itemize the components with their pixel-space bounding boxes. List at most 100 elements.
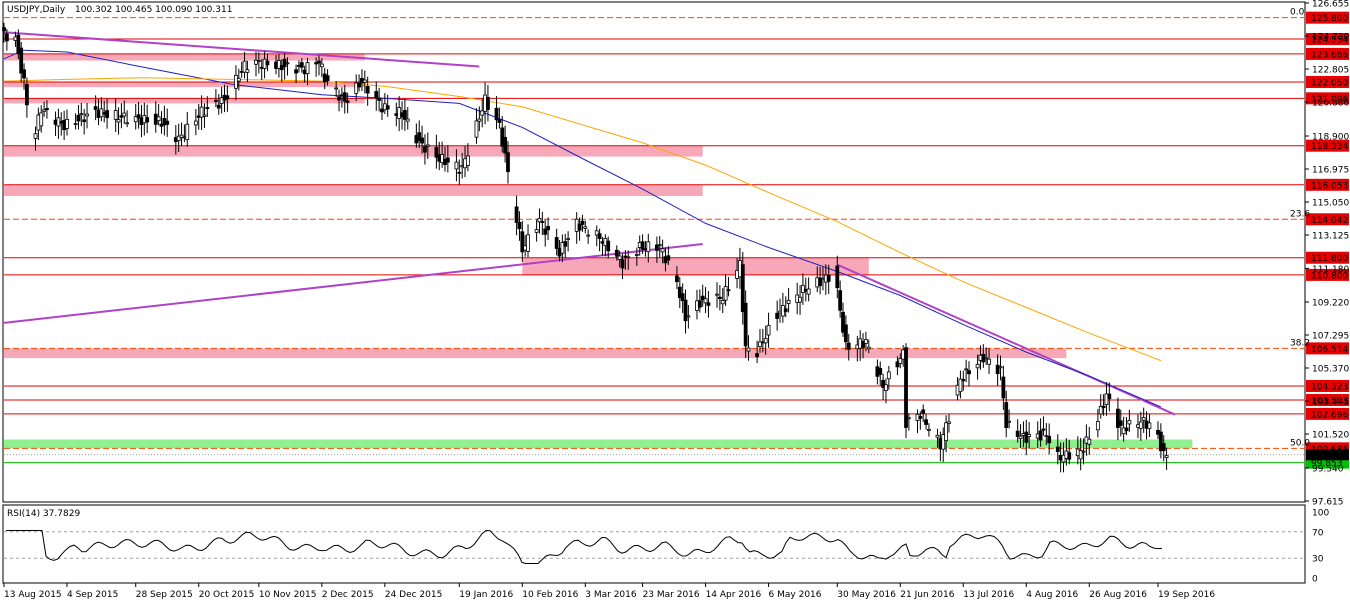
candle-body bbox=[1041, 428, 1046, 431]
candle-body bbox=[944, 422, 948, 441]
candle bbox=[299, 58, 304, 73]
main-price-panel[interactable] bbox=[2, 1, 1306, 503]
y-tick-label-14: 99.540 bbox=[1312, 464, 1344, 474]
candle bbox=[886, 366, 891, 390]
price-level-label-2: 123.686 bbox=[1311, 50, 1348, 60]
candle bbox=[1024, 419, 1029, 456]
candle bbox=[798, 285, 802, 315]
y-tick-label-11: 105.370 bbox=[1312, 365, 1349, 375]
price-level-tag-9 bbox=[1306, 268, 1349, 281]
candle bbox=[319, 58, 324, 78]
candle bbox=[1067, 439, 1072, 465]
moving-average-1 bbox=[3, 77, 1162, 362]
rsi-line bbox=[6, 529, 1163, 564]
candle-body bbox=[801, 284, 805, 293]
candle-body bbox=[245, 69, 250, 73]
x-tick-label-10: 23 Mar 2016 bbox=[643, 590, 700, 600]
candle bbox=[1041, 416, 1046, 436]
x-tick-label-6: 24 Dec 2015 bbox=[385, 590, 443, 600]
candle-body bbox=[614, 249, 619, 257]
candle bbox=[1015, 419, 1020, 443]
candle bbox=[526, 224, 530, 258]
candle bbox=[918, 411, 923, 430]
candle-body bbox=[526, 234, 530, 252]
candle bbox=[1116, 397, 1120, 441]
candle-body bbox=[45, 108, 49, 111]
price-level-label-5: 118.334 bbox=[1311, 142, 1348, 152]
candle bbox=[380, 98, 384, 121]
candle-body bbox=[706, 302, 711, 306]
price-level-label-9: 110.800 bbox=[1311, 271, 1348, 281]
candle bbox=[1078, 437, 1083, 471]
candle-body bbox=[1147, 422, 1152, 430]
trendline-layer bbox=[3, 31, 1176, 416]
candle-body bbox=[116, 119, 121, 123]
y-tick-label-10: 107.295 bbox=[1312, 332, 1349, 342]
candle-body bbox=[425, 144, 430, 147]
candle bbox=[1027, 422, 1032, 449]
candle bbox=[362, 70, 367, 94]
candle bbox=[1147, 413, 1152, 438]
candle-body bbox=[924, 419, 928, 425]
candle-body bbox=[755, 353, 760, 358]
candle-body bbox=[895, 361, 900, 368]
candle bbox=[1047, 423, 1052, 455]
candle-body bbox=[457, 171, 462, 174]
candle bbox=[113, 98, 118, 133]
candle bbox=[706, 290, 711, 318]
candle-body bbox=[964, 368, 969, 371]
candle bbox=[1038, 418, 1043, 447]
price-level-tag-6 bbox=[1306, 178, 1349, 191]
candle bbox=[374, 81, 379, 111]
candle bbox=[998, 355, 1003, 381]
price-level-label-10: 106.514 bbox=[1311, 345, 1348, 355]
rsi-tick-label-0: 100 bbox=[1312, 509, 1329, 519]
candle-body bbox=[967, 370, 971, 375]
candle bbox=[145, 104, 150, 134]
fib-label-layer: 0.0 23.6 38.2 50.0 bbox=[1290, 8, 1310, 449]
y-tick-label-2: 122.805 bbox=[1312, 66, 1349, 76]
candle bbox=[216, 94, 221, 115]
zone-6 bbox=[4, 348, 1067, 359]
rsi-panel[interactable] bbox=[2, 504, 1306, 584]
candle-body bbox=[975, 363, 980, 369]
candle bbox=[1004, 390, 1009, 438]
candle-body bbox=[881, 379, 886, 388]
candle bbox=[454, 149, 459, 182]
candle-body bbox=[276, 60, 281, 69]
candle bbox=[1055, 434, 1060, 465]
candle bbox=[1087, 426, 1092, 455]
candle-body bbox=[723, 286, 728, 301]
candle bbox=[119, 103, 124, 129]
candle bbox=[654, 236, 659, 263]
candle bbox=[76, 105, 81, 130]
candle bbox=[904, 343, 908, 439]
candle-body bbox=[225, 95, 230, 100]
candle bbox=[1118, 409, 1123, 437]
candle bbox=[697, 289, 702, 313]
candle-body bbox=[841, 311, 845, 333]
candle-body bbox=[156, 116, 161, 122]
x-tick-label-3: 20 Oct 2015 bbox=[199, 590, 255, 600]
candle-body bbox=[835, 265, 840, 289]
candle-body bbox=[740, 264, 745, 313]
candle bbox=[193, 108, 198, 136]
price-level-label-7: 114.042 bbox=[1311, 216, 1348, 226]
candle-body bbox=[145, 117, 150, 123]
candle-body bbox=[219, 97, 224, 104]
candle-body bbox=[434, 146, 439, 158]
candle-body bbox=[1078, 450, 1083, 460]
candle bbox=[841, 302, 845, 337]
candle bbox=[620, 253, 625, 280]
candle-body bbox=[354, 82, 359, 94]
candle-body bbox=[2, 27, 6, 32]
candle bbox=[843, 315, 848, 351]
rsi-layer: 100 70 30 0 bbox=[4, 509, 1329, 585]
candle bbox=[958, 370, 963, 399]
candle-body bbox=[666, 255, 671, 261]
price-level-tag-10 bbox=[1306, 342, 1349, 355]
candle bbox=[254, 51, 258, 77]
candle bbox=[19, 42, 24, 83]
candle-body bbox=[763, 338, 768, 344]
